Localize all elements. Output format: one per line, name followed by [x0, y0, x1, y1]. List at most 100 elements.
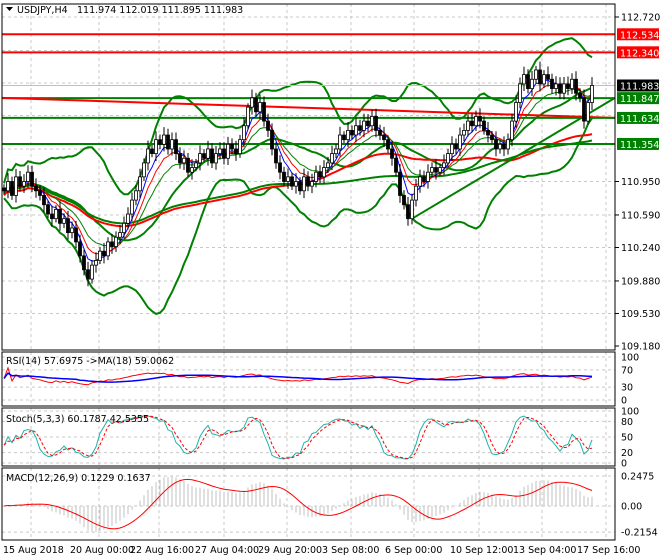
candle — [158, 139, 162, 145]
candle — [386, 139, 390, 150]
dropdown-triangle-icon[interactable] — [6, 7, 13, 11]
price-tick-label: 109.180 — [621, 342, 660, 353]
candle — [2, 187, 6, 192]
candle — [214, 153, 218, 164]
rsi-frame — [1, 351, 616, 407]
candle — [310, 181, 314, 187]
candle — [546, 74, 550, 80]
candle — [354, 125, 358, 136]
candle — [266, 120, 270, 131]
time-tick-label: 13 Sep 04:00 — [513, 545, 576, 556]
candle — [430, 167, 434, 173]
stoch-signal-line — [3, 415, 593, 460]
candle — [138, 176, 142, 192]
rsi-tick-label: 100 — [621, 353, 639, 364]
candle — [102, 250, 106, 257]
macd-title: MACD(12,26,9) 0.1229 0.1637 — [6, 473, 151, 484]
price-tick-label: 110.240 — [621, 243, 660, 254]
candle — [226, 143, 230, 159]
candle — [234, 148, 238, 155]
candle — [190, 167, 194, 173]
level-label: 112.340 — [620, 48, 659, 59]
candle — [54, 208, 58, 220]
candle — [510, 120, 514, 141]
candle — [362, 120, 366, 131]
price-panel[interactable] — [1, 33, 616, 315]
time-tick-label: 17 Sep 16:00 — [577, 545, 640, 556]
candle — [514, 102, 518, 122]
candle — [238, 139, 242, 155]
candle — [438, 167, 442, 173]
candle — [174, 139, 178, 155]
candle — [198, 153, 202, 164]
macd-panel[interactable] — [3, 476, 593, 532]
candle — [414, 185, 418, 201]
stoch-tick-label: 0 — [621, 459, 627, 470]
stoch-tick-label: 20 — [621, 448, 633, 459]
candle — [258, 102, 262, 113]
time-tick-label: 27 Aug 04:00 — [195, 545, 259, 556]
candle — [458, 134, 462, 150]
candle — [270, 129, 274, 150]
level-label: 112.534 — [620, 30, 659, 41]
macd-tick-label: -0.2154 — [621, 528, 658, 539]
fast-ma-red — [3, 84, 593, 255]
slow-ma-green — [3, 139, 593, 225]
candle — [130, 199, 134, 215]
candle — [350, 129, 354, 136]
candle — [302, 176, 306, 192]
candle — [466, 120, 470, 131]
candle — [10, 181, 14, 196]
candle — [538, 69, 542, 85]
candle — [34, 185, 38, 192]
candle — [370, 116, 374, 127]
candle — [338, 134, 342, 150]
rsi-tick-label: 0 — [621, 396, 627, 407]
stoch-panel[interactable] — [3, 415, 593, 460]
rsi-ma-line — [3, 372, 593, 383]
candle — [506, 139, 510, 150]
candle — [450, 143, 454, 155]
candle — [454, 143, 458, 150]
grid — [2, 4, 615, 540]
current-price-label: 111.983 — [620, 81, 659, 92]
candle — [282, 171, 286, 182]
candle — [582, 97, 586, 122]
candle — [146, 148, 150, 164]
resistance-trendline — [1, 96, 616, 119]
candle — [206, 148, 210, 159]
time-tick-label: 6 Sep 00:00 — [385, 545, 442, 556]
candle — [194, 162, 198, 168]
macd-frame — [1, 467, 616, 541]
candle — [114, 236, 118, 247]
time-tick-label: 22 Aug 16:00 — [130, 545, 194, 556]
candle — [566, 83, 570, 89]
candle — [422, 176, 426, 182]
candle — [22, 181, 26, 187]
candle — [6, 181, 10, 192]
candle — [82, 255, 86, 271]
fast-ma-green — [3, 88, 593, 247]
current-price-bg — [617, 79, 659, 92]
candle — [498, 143, 502, 150]
level-label-bg — [617, 92, 659, 105]
candle — [530, 78, 534, 89]
time-tick-label: 15 Aug 2018 — [3, 545, 64, 556]
macd-tick-label: 0.00 — [621, 502, 642, 513]
candle — [106, 241, 110, 257]
rsi-panel[interactable] — [3, 366, 593, 386]
candle — [382, 134, 386, 141]
candle — [78, 241, 82, 257]
candle — [254, 97, 258, 113]
candle — [378, 129, 382, 136]
level-label: 111.634 — [620, 114, 659, 125]
candle — [178, 153, 182, 164]
time-tick-label: 29 Aug 20:00 — [258, 545, 322, 556]
candle — [394, 157, 398, 173]
candle — [410, 199, 414, 220]
candle — [166, 134, 170, 150]
candle — [222, 148, 226, 159]
candle — [126, 213, 130, 224]
